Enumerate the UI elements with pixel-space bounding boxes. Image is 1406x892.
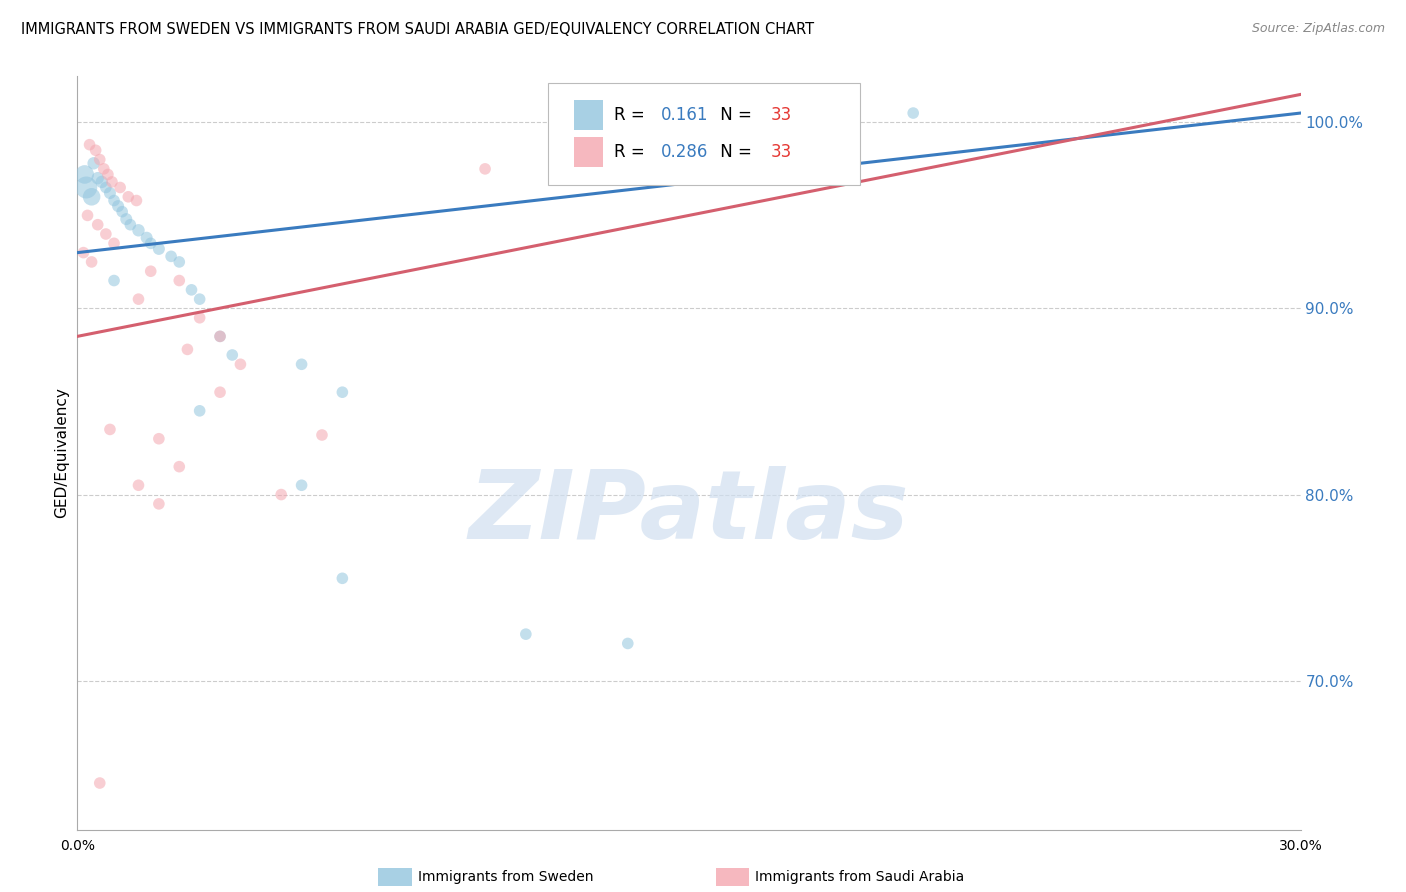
Point: [125, 194, 148, 208]
Point: [83, 156, 105, 170]
Point: [80, 255, 103, 269]
Text: Immigrants from Sweden: Immigrants from Sweden: [418, 870, 593, 884]
Text: R =: R =: [614, 106, 651, 124]
Point: [76, 208, 98, 222]
Point: [89, 153, 111, 167]
Point: [180, 283, 202, 297]
Point: [221, 348, 243, 362]
Point: [103, 274, 125, 288]
Point: [115, 212, 138, 227]
Point: [103, 194, 125, 208]
Point: [94, 227, 117, 241]
Text: 33: 33: [770, 106, 792, 124]
Point: [127, 292, 149, 306]
Point: [188, 404, 211, 418]
FancyBboxPatch shape: [548, 83, 860, 186]
Point: [89, 776, 111, 790]
Text: R =: R =: [614, 143, 651, 161]
Point: [117, 190, 139, 204]
Point: [107, 199, 129, 213]
Point: [148, 242, 170, 256]
Point: [176, 343, 198, 357]
Text: N =: N =: [714, 143, 756, 161]
Point: [290, 478, 312, 492]
Point: [474, 161, 496, 176]
Point: [148, 497, 170, 511]
Point: [90, 175, 112, 189]
Point: [101, 175, 124, 189]
Point: [188, 292, 211, 306]
Point: [208, 329, 231, 343]
Point: [79, 137, 101, 152]
Text: IMMIGRANTS FROM SWEDEN VS IMMIGRANTS FROM SAUDI ARABIA GED/EQUIVALENCY CORRELATI: IMMIGRANTS FROM SWEDEN VS IMMIGRANTS FRO…: [21, 22, 814, 37]
Point: [596, 115, 619, 129]
Text: ZIPatlas: ZIPatlas: [468, 467, 910, 559]
Point: [229, 357, 252, 371]
Point: [617, 636, 640, 650]
Point: [208, 329, 231, 343]
Point: [139, 264, 162, 278]
Point: [98, 422, 121, 436]
Point: [127, 223, 149, 237]
Point: [903, 106, 925, 120]
Point: [75, 180, 97, 194]
Point: [169, 459, 191, 474]
Point: [208, 385, 231, 400]
Point: [169, 255, 191, 269]
Point: [139, 236, 162, 251]
Text: 0.286: 0.286: [661, 143, 709, 161]
Point: [160, 249, 183, 263]
Point: [111, 204, 134, 219]
Point: [311, 428, 333, 442]
FancyBboxPatch shape: [574, 136, 603, 167]
Point: [637, 112, 659, 126]
Point: [148, 432, 170, 446]
Point: [169, 274, 191, 288]
Point: [270, 487, 292, 501]
Point: [84, 143, 107, 157]
Text: Immigrants from Saudi Arabia: Immigrants from Saudi Arabia: [755, 870, 965, 884]
Y-axis label: GED/Equivalency: GED/Equivalency: [53, 387, 69, 518]
Point: [72, 245, 94, 260]
Point: [120, 218, 142, 232]
Point: [188, 310, 211, 325]
Point: [515, 627, 537, 641]
Point: [127, 478, 149, 492]
Point: [135, 231, 157, 245]
Point: [87, 171, 110, 186]
Point: [108, 180, 131, 194]
Point: [93, 161, 115, 176]
Point: [94, 180, 117, 194]
Point: [332, 385, 354, 400]
Text: N =: N =: [714, 106, 756, 124]
Text: Source: ZipAtlas.com: Source: ZipAtlas.com: [1251, 22, 1385, 36]
Text: 0.161: 0.161: [661, 106, 709, 124]
Text: 33: 33: [770, 143, 792, 161]
Point: [290, 357, 312, 371]
Point: [332, 571, 354, 585]
Point: [80, 190, 103, 204]
Point: [98, 186, 121, 200]
Point: [103, 236, 125, 251]
Point: [73, 168, 96, 182]
FancyBboxPatch shape: [574, 100, 603, 130]
Point: [97, 168, 120, 182]
Point: [87, 218, 110, 232]
